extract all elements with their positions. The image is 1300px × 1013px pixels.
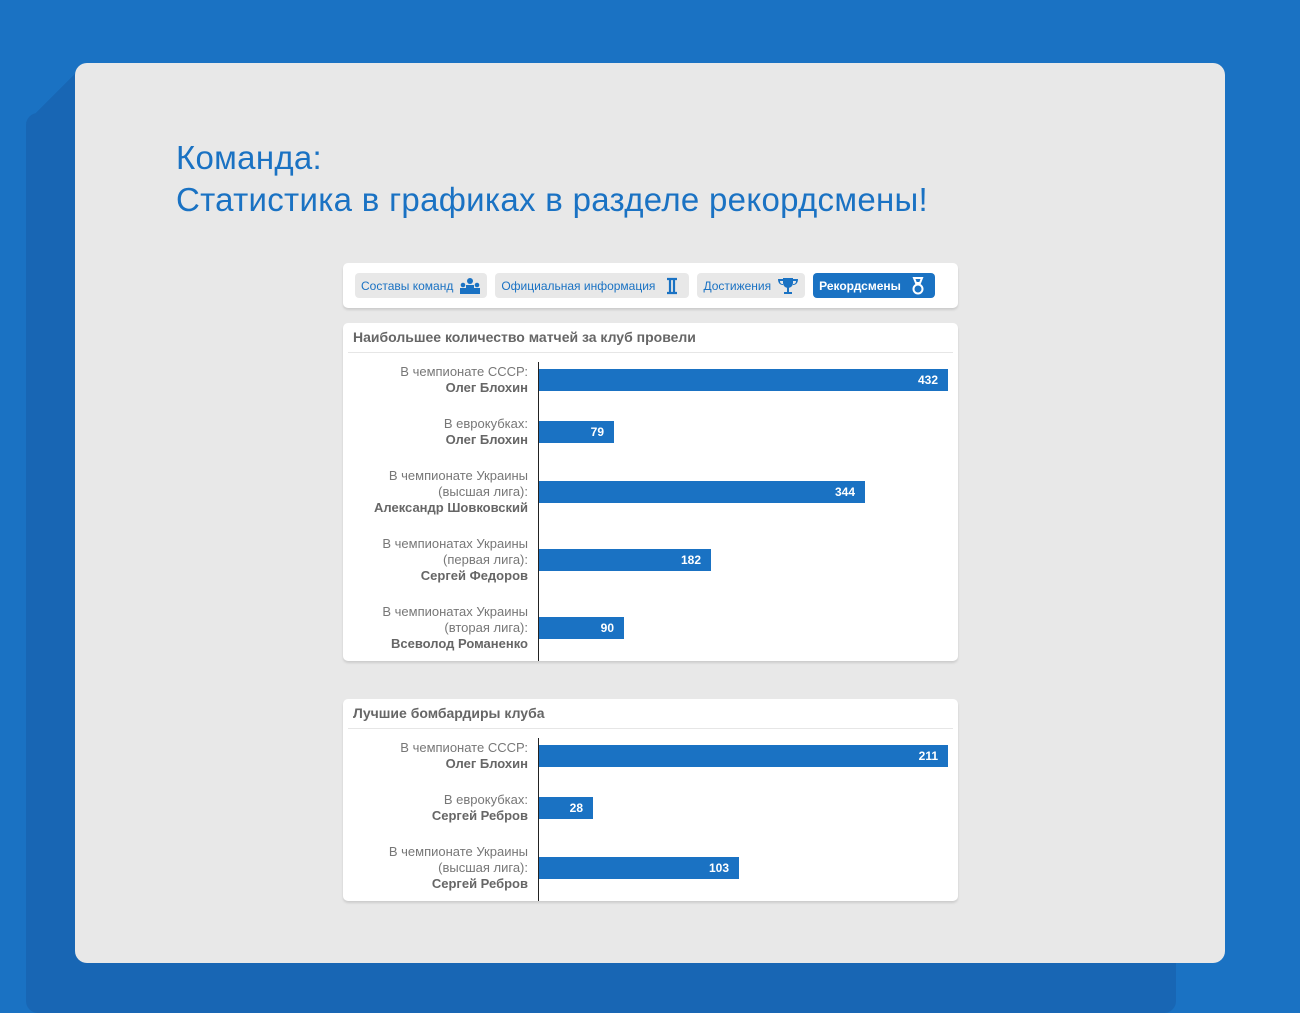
chart-panel-matches: Наибольшее количество матчей за клуб про… (343, 323, 958, 661)
title-line-1: Команда: (176, 139, 323, 176)
category-label: В еврокубках: (443, 792, 528, 807)
tab-bar: Составы команд Официальная информация Дост… (343, 263, 958, 308)
category-label: (первая лига): (443, 552, 528, 567)
category-label: (вторая лига): (444, 620, 528, 635)
chart-row: В чемпионате Украины (высшая лига): Сергей… (343, 844, 958, 892)
tab-medal[interactable]: Рекордсмены (813, 273, 935, 298)
chart-row: В чемпионате Украины (высшая лига): Алекса… (343, 468, 958, 516)
category-label: В чемпионатах Украины (382, 536, 528, 551)
bar-value-label: 182 (680, 553, 701, 567)
chart-row: В еврокубках: Сергей Ребров 28 (343, 792, 958, 824)
category-label: (высшая лига): (438, 484, 528, 499)
tab-trophy[interactable]: Достижения (697, 273, 806, 298)
chart-axis (538, 362, 539, 661)
category-label: (высшая лига): (438, 860, 528, 875)
bar: 103 (539, 857, 739, 879)
category-label: В чемпионатах Украины (382, 604, 528, 619)
chart-row: В чемпионатах Украины (первая лига): Серге… (343, 536, 958, 584)
category-label: В чемпионате Украины (388, 844, 528, 859)
chart-row: В чемпионате СССР: Олег Блохин 211 (343, 740, 958, 772)
tab-label: Официальная информация (501, 278, 656, 293)
bar-value-label: 432 (917, 373, 938, 387)
bar-value-label: 211 (918, 749, 938, 763)
category-label: В чемпионате СССР: (400, 364, 528, 379)
chart-row: В чемпионатах Украины (вторая лига): Всево… (343, 604, 958, 652)
bar: 182 (539, 549, 711, 571)
chart-row: В чемпионате СССР: Олег Блохин 432 (343, 364, 958, 396)
page-title: Команда: Статистика в графиках в разделе… (176, 137, 928, 221)
tab-label: Рекордсмены (819, 278, 901, 293)
bar-value-label: 103 (708, 861, 729, 875)
category-label: В чемпионате СССР: (400, 740, 528, 755)
tab-label: Составы команд (361, 278, 454, 293)
bar-value-label: 28 (569, 801, 583, 815)
chart-axis (538, 738, 539, 901)
record-holder: Сергей Федоров (420, 568, 528, 583)
trophy-icon (777, 277, 799, 295)
bar: 90 (539, 617, 624, 639)
chart-panel-scorers: Лучшие бомбардиры клуба В чемпионате СССР… (343, 699, 958, 901)
chart-title: Наибольшее количество матчей за клуб про… (348, 323, 953, 353)
bar-chart: В чемпионате СССР: Олег Блохин 211 В евроку… (343, 729, 958, 901)
info-icon (661, 277, 683, 295)
category-label: В еврокубках: (443, 416, 528, 431)
medal-icon (907, 276, 929, 295)
bar: 344 (539, 481, 865, 503)
bar: 79 (539, 421, 614, 443)
chart-row: В еврокубках: Олег Блохин 79 (343, 416, 958, 448)
record-holder: Олег Блохин (445, 432, 528, 447)
bar-value-label: 90 (600, 621, 614, 635)
tab-info[interactable]: Официальная информация (495, 273, 690, 298)
record-holder: Сергей Ребров (431, 876, 528, 891)
bar-chart: В чемпионате СССР: Олег Блохин 432 В евроку… (343, 353, 958, 661)
record-holder: Сергей Ребров (431, 808, 528, 823)
content-card: Команда: Статистика в графиках в разделе… (75, 63, 1225, 963)
bar-value-label: 79 (590, 425, 604, 439)
bar: 432 (539, 369, 948, 391)
chart-title: Лучшие бомбардиры клуба (348, 699, 953, 729)
bar: 211 (539, 745, 948, 767)
bar: 28 (539, 797, 593, 819)
title-line-2: Статистика в графиках в разделе рекордсм… (176, 181, 928, 218)
tab-team[interactable]: Составы команд (355, 273, 488, 298)
record-holder: Олег Блохин (445, 380, 528, 395)
team-icon (459, 277, 481, 295)
record-holder: Олег Блохин (445, 756, 528, 771)
category-label: В чемпионате Украины (388, 468, 528, 483)
record-holder: Всеволод Романенко (390, 636, 528, 651)
tab-label: Достижения (703, 278, 772, 293)
record-holder: Александр Шовковский (374, 500, 528, 515)
bar-value-label: 344 (834, 485, 855, 499)
